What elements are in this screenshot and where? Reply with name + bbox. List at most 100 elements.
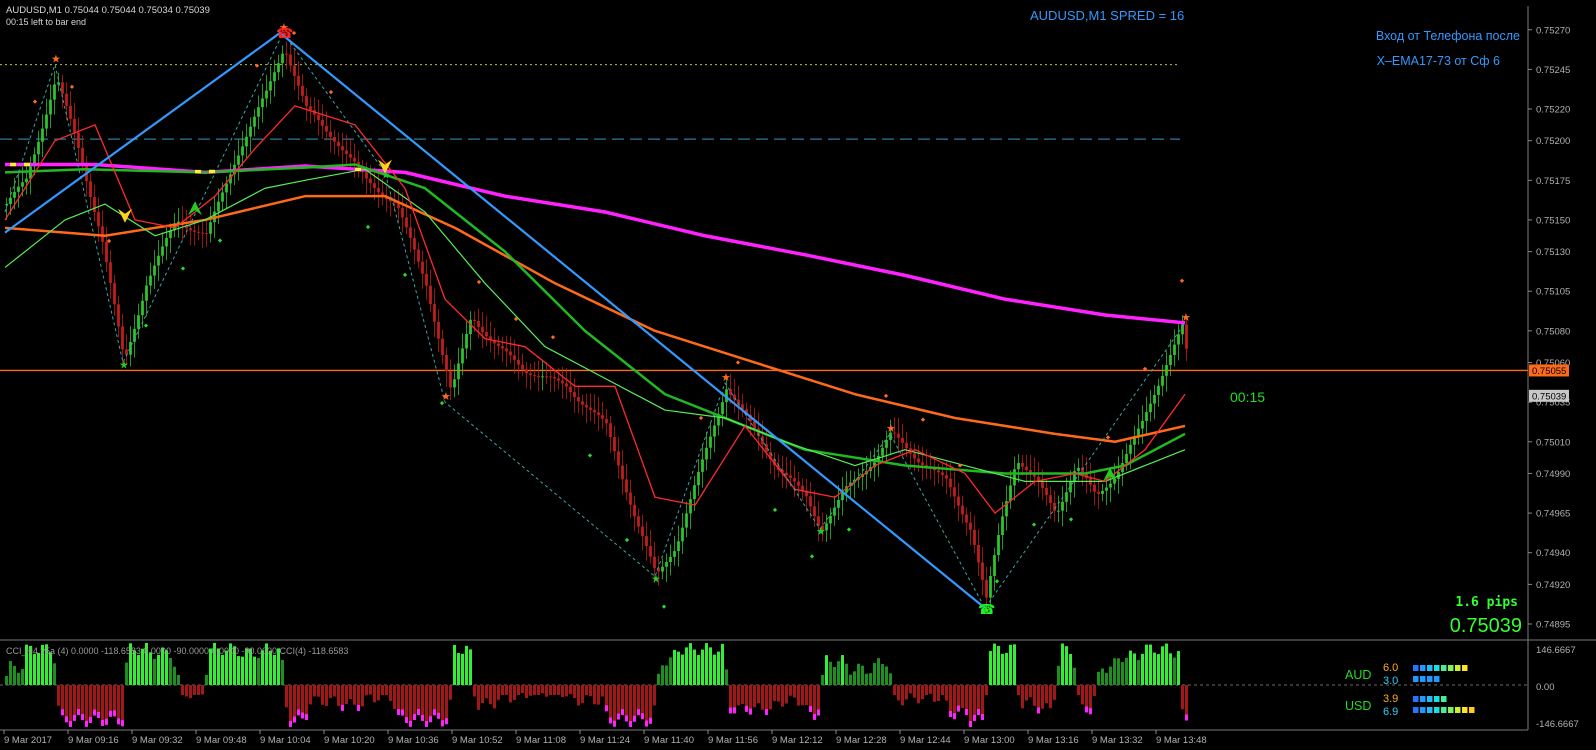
candle [437,308,440,352]
price-tag-box [1529,364,1569,377]
cci-bar-extreme [817,709,820,716]
cci-bar [709,647,712,685]
candle [989,566,992,612]
time-tick-label: 9 Mar 13:48 [1156,735,1207,746]
fractal-marker [957,463,963,468]
candle-body [693,485,696,500]
cci-bar [197,685,200,695]
fractal-marker [624,537,630,543]
fractal-marker [550,335,556,340]
candle-body [277,63,280,73]
cci-bar [1137,660,1140,685]
candle-body [701,459,704,472]
candle-body [665,561,668,567]
price-tick-label: 0.74895 [1536,620,1570,631]
fractal-marker [513,316,519,322]
cci-bar-extreme [745,705,748,712]
candle-body [985,579,988,598]
candle [481,311,484,348]
phone-icon: ☎ [276,26,293,42]
candle-body [49,99,52,115]
cci-bar [137,654,140,685]
cci-bar [1181,685,1184,710]
cci-bar [77,685,80,716]
candle-body [729,389,732,395]
candle-body [517,359,520,365]
cci-bar [397,685,400,715]
candle [125,334,128,366]
candle [1045,479,1048,506]
strength-segment [1413,696,1419,702]
cci-bar [493,685,496,709]
ma_lightgreen-line [4,168,1186,482]
strength-bars [1413,665,1475,713]
candle-body [273,72,276,82]
strength-segment [1434,676,1440,682]
fractal-marker [402,272,408,277]
cci-bar-extreme [973,714,976,721]
candle-body [1045,487,1048,496]
candle [469,311,472,350]
cci-bar [657,673,660,685]
candle-body [845,486,848,493]
price-tag: 0.75055 [1532,366,1566,377]
candle [1081,454,1084,486]
candle-body [145,285,148,301]
strength-segment [1441,696,1447,702]
candle [953,471,956,509]
candle-body [937,470,940,473]
candle [985,566,988,605]
cci-bar [101,685,104,726]
cci-bar [361,685,364,707]
candle-body [1037,476,1040,482]
cci-bar [1057,665,1060,685]
cci-histogram[interactable]: 146.6667 0.00 -146.6667 [0,643,1579,730]
cci-bar [113,685,116,717]
candle-body [1013,469,1016,486]
candle-body [973,529,976,545]
cci-bar-extreme [85,720,88,727]
candle [801,478,804,501]
candle [413,228,416,265]
candle-body [797,481,800,486]
cci-bar [1105,672,1108,685]
fractal-marker [1142,366,1148,371]
cci-bar [537,685,540,695]
candle [681,512,684,554]
candle [1073,463,1076,498]
candle [657,555,660,586]
cci-bar [1101,668,1104,685]
cci-bar [1113,658,1116,685]
candle-body [789,475,792,479]
cci-bar-extreme [61,709,64,716]
cci-bar [9,661,12,685]
candle-body [265,90,268,99]
cci-bar-extreme [649,717,652,724]
price-chart[interactable]: ★★★★★★★★★★★☎☎ [0,21,1528,618]
price-tick-label: 0.74920 [1536,580,1570,591]
cci-bar [769,685,772,710]
cci-bar [1161,646,1164,685]
cci-bar-extreme [425,720,428,727]
candle-body [217,201,220,212]
cci-bar [73,685,76,721]
strength-segment [1413,676,1419,682]
candle-body [809,496,812,507]
cci-bar [789,685,792,696]
cci-bar [1093,685,1096,696]
candle-body [917,458,920,463]
candle [733,379,736,413]
time-tick-label: 9 Mar 11:08 [516,735,566,746]
cci-bar [701,649,704,685]
pips-label: 1.6 pips [1455,595,1518,610]
candle-body [993,555,996,576]
candle-body [417,249,420,262]
cci-bar [561,685,564,697]
cci-bar-extreme [1037,707,1040,714]
candle [705,431,708,471]
candle [809,481,812,519]
cci-bar [297,685,300,716]
candle [581,394,584,416]
candle [617,436,620,479]
candle [549,365,552,393]
